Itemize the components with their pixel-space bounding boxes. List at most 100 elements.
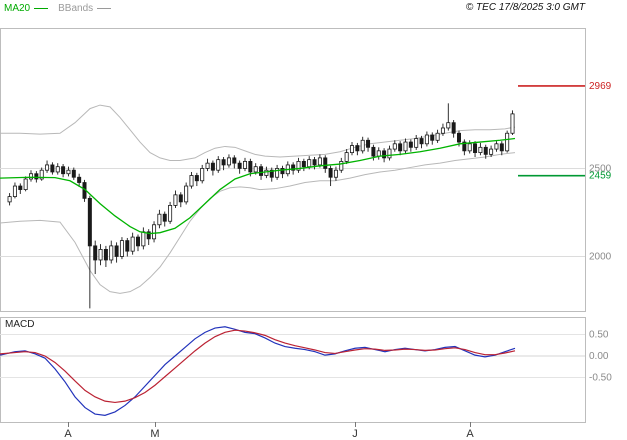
ma20-legend-label: MA20 <box>4 3 31 14</box>
candle-body <box>125 240 130 252</box>
candle-body <box>237 162 242 169</box>
macd-panel-label: MACD <box>5 319 35 330</box>
candle-body <box>28 173 33 180</box>
candle-body <box>71 169 76 178</box>
legend-item-bbands: BBands <box>58 3 112 14</box>
x-axis-month-label: J <box>352 428 358 440</box>
candle-body <box>344 152 349 162</box>
candle-body <box>333 169 338 178</box>
bollinger-upper-line <box>0 104 516 162</box>
candle-body <box>61 166 66 175</box>
candle-body <box>55 166 60 173</box>
candle-body <box>253 166 258 173</box>
candle-body <box>173 194 178 206</box>
candle-body <box>376 150 381 157</box>
candle-body <box>307 159 312 168</box>
y-axis-label: 2000 <box>589 251 612 262</box>
candle-body <box>135 236 140 247</box>
candle-body <box>446 122 451 129</box>
candle-body <box>152 224 157 240</box>
bbands-line-swatch <box>97 8 112 9</box>
candle-body <box>291 164 296 171</box>
candle-body <box>109 245 114 261</box>
candle-body <box>18 185 23 190</box>
candle-body <box>387 148 392 159</box>
bbands-legend-label: BBands <box>58 3 94 14</box>
candle-body <box>499 143 504 152</box>
candle-body <box>414 138 419 148</box>
candle-body <box>483 146 488 155</box>
candle-body <box>45 164 50 171</box>
candle-body <box>130 236 135 252</box>
candle-body <box>451 122 456 134</box>
candle-body <box>205 162 210 169</box>
candle-body <box>317 157 322 166</box>
candle-body <box>435 132 440 141</box>
candle-body <box>275 168 280 178</box>
candle-body <box>114 245 119 257</box>
macd-line <box>0 326 516 416</box>
price-panel-frame <box>0 28 586 312</box>
x-axis-month-label: A <box>466 428 474 440</box>
candle-body <box>93 245 98 261</box>
candle-body <box>221 159 226 166</box>
candle-body <box>98 249 103 261</box>
candle-body <box>87 197 92 247</box>
candle-body <box>494 143 499 150</box>
candle-body <box>141 231 146 247</box>
x-axis-month-label: A <box>64 428 72 440</box>
candle-body <box>200 168 205 182</box>
candle-body <box>430 134 435 141</box>
candle-body <box>382 150 387 159</box>
candle-body <box>269 169 274 178</box>
candle-body <box>77 176 82 183</box>
candle-body <box>296 161 301 171</box>
candle-body <box>360 139 365 152</box>
candle-body <box>510 113 515 134</box>
candle-body <box>12 185 17 198</box>
candle-body <box>355 145 360 152</box>
candle-body <box>462 141 467 152</box>
legend-item-ma20: MA20 <box>4 3 49 14</box>
candle-body <box>489 148 494 155</box>
candle-body <box>280 168 285 175</box>
candle-body <box>339 161 344 171</box>
candle-body <box>157 213 162 226</box>
candle-body <box>39 169 44 180</box>
candle-body <box>473 143 478 154</box>
candle-body <box>301 161 306 168</box>
candle-body <box>349 145 354 154</box>
candle-body <box>66 169 71 175</box>
candle-body <box>210 162 215 171</box>
candle-body <box>103 249 108 261</box>
candle-body <box>328 168 333 178</box>
candle-body <box>424 134 429 145</box>
ma20-line-swatch <box>34 8 49 9</box>
resistance-level-label: 2969 <box>589 81 612 92</box>
macd-panel-frame <box>0 317 586 423</box>
copyright-text: © TEC 17/8/2025 3:0 GMT <box>465 2 585 13</box>
y-axis-label: 2500 <box>589 163 612 174</box>
candle-body <box>50 164 55 173</box>
candle-body <box>226 157 231 166</box>
candle-body <box>34 173 39 180</box>
candle-body <box>216 159 221 171</box>
candle-body <box>7 196 12 203</box>
candle-body <box>242 161 247 169</box>
candle-body <box>312 159 317 166</box>
candle-body <box>323 157 328 169</box>
chart-legend: MA20 BBands <box>4 3 112 14</box>
candle-body <box>189 175 194 187</box>
candle-body <box>505 132 510 152</box>
macd-axis-label: 0.00 <box>589 351 609 362</box>
candle-body <box>168 205 173 222</box>
candle-body <box>403 141 408 152</box>
macd-axis-label: 0.50 <box>589 330 609 341</box>
candle-body <box>366 139 371 148</box>
candle-body <box>264 169 269 176</box>
candle-body <box>467 143 472 152</box>
candle-body <box>419 138 424 145</box>
ma20-line <box>0 137 516 235</box>
